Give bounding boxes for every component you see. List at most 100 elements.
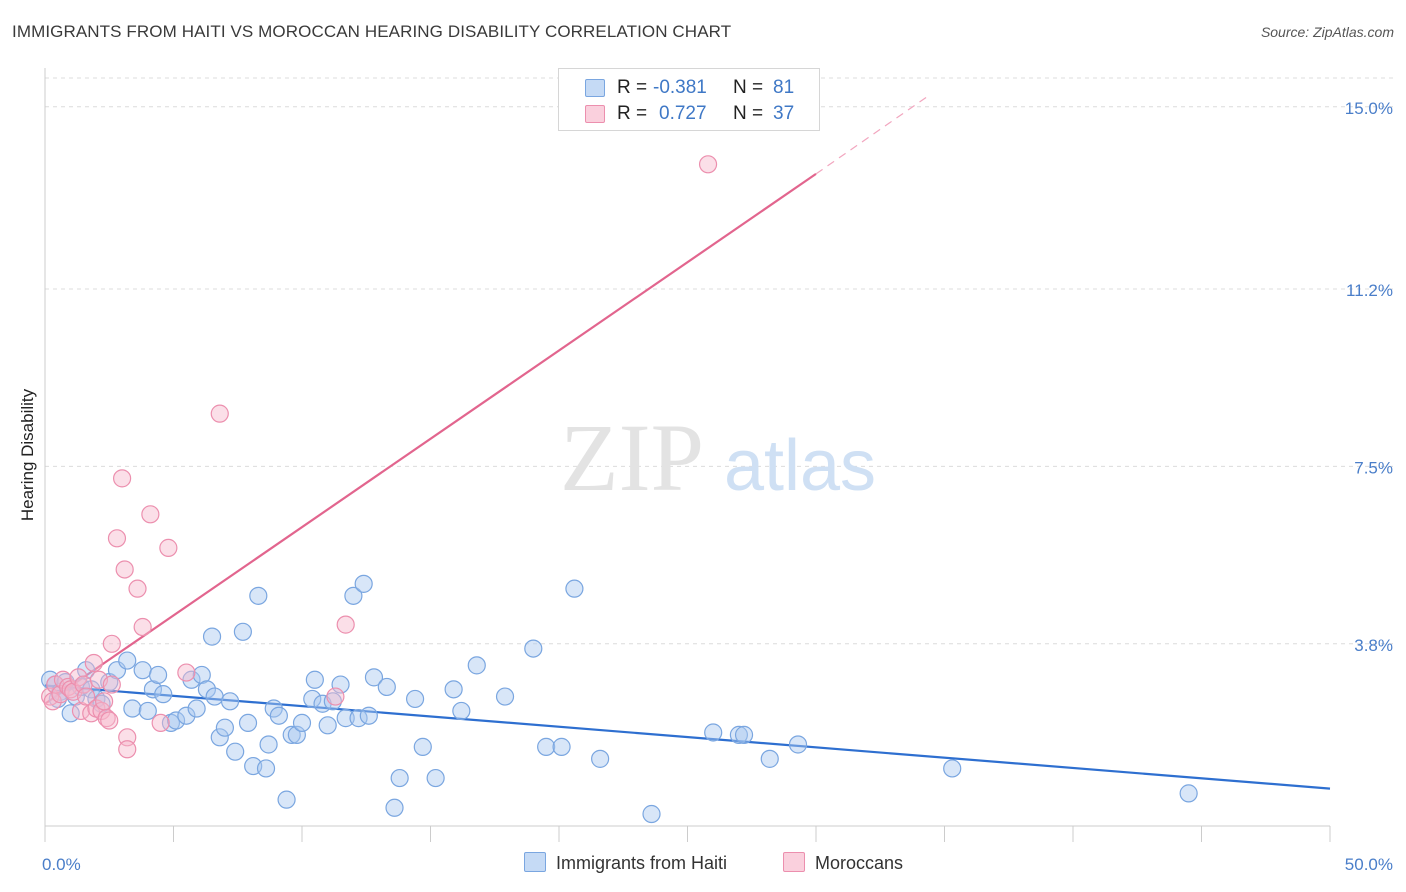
- point-immigrants-from-haiti: [123, 699, 142, 718]
- point-immigrants-from-haiti: [591, 749, 610, 768]
- point-immigrants-from-haiti: [187, 699, 206, 718]
- bottom-legend: Immigrants from Haiti Moroccans: [0, 852, 1406, 878]
- trend-layer: [44, 96, 1331, 790]
- watermark-zip: ZIP: [560, 404, 704, 511]
- legend-n-label: N =: [733, 103, 764, 124]
- point-immigrants-from-haiti: [318, 716, 337, 735]
- y-tick-label: 3.8%: [1354, 636, 1393, 655]
- point-moroccans: [115, 560, 134, 579]
- axes-layer: [44, 68, 1331, 842]
- point-immigrants-from-haiti: [238, 713, 258, 733]
- point-immigrants-from-haiti: [444, 680, 463, 699]
- point-immigrants-from-haiti: [336, 709, 355, 728]
- point-immigrants-from-haiti: [197, 680, 217, 699]
- trendline-extension-moroccans: [815, 96, 927, 175]
- point-immigrants-from-haiti: [220, 692, 240, 711]
- point-moroccans: [107, 529, 127, 548]
- point-immigrants-from-haiti: [331, 675, 350, 694]
- legend-swatch-haiti: [585, 79, 605, 97]
- grid-layer: [45, 77, 1395, 645]
- point-immigrants-from-haiti: [734, 725, 754, 744]
- point-immigrants-from-haiti: [77, 661, 96, 680]
- point-immigrants-from-haiti: [148, 665, 168, 685]
- point-immigrants-from-haiti: [303, 689, 322, 709]
- point-immigrants-from-haiti: [704, 723, 723, 742]
- labels-layer: 3.8% 7.5% 11.2% 15.0% 0.0% 50.0% Hearing Disab…: [18, 99, 1393, 874]
- point-immigrants-from-haiti: [292, 713, 312, 733]
- point-moroccans: [97, 709, 116, 728]
- point-immigrants-from-haiti: [166, 711, 186, 730]
- point-moroccans: [159, 538, 178, 557]
- bottom-legend-label-moroccans: Moroccans: [815, 853, 904, 873]
- point-immigrants-from-haiti: [287, 725, 306, 744]
- point-immigrants-from-haiti: [143, 680, 163, 699]
- chart-title: IMMIGRANTS FROM HAITI VS MOROCCAN HEARIN…: [12, 22, 732, 41]
- point-immigrants-from-haiti: [729, 725, 749, 744]
- y-tick-label: 15.0%: [1345, 99, 1393, 118]
- point-moroccans: [84, 653, 103, 673]
- legend-r-label: R =: [617, 103, 648, 124]
- point-moroccans: [326, 687, 345, 706]
- point-moroccans: [151, 713, 170, 733]
- point-immigrants-from-haiti: [552, 737, 571, 756]
- point-immigrants-from-haiti: [249, 586, 268, 605]
- source-label: Source: ZipAtlas.com: [1260, 24, 1394, 40]
- bottom-legend-swatch-moroccans: [783, 852, 805, 872]
- legend-swatch-moroccans: [585, 105, 605, 123]
- point-immigrants-from-haiti: [177, 706, 196, 725]
- point-moroccans: [112, 469, 132, 488]
- x-tick-label: 0.0%: [42, 855, 81, 874]
- legend-n-value: 81: [773, 77, 795, 98]
- point-immigrants-from-haiti: [154, 685, 173, 704]
- point-immigrants-from-haiti: [405, 689, 425, 709]
- point-immigrants-from-haiti: [565, 579, 584, 598]
- point-immigrants-from-haiti: [524, 639, 543, 658]
- point-immigrants-from-haiti: [452, 701, 471, 721]
- bottom-legend-haiti: Immigrants from Haiti: [524, 852, 727, 874]
- point-moroccans: [102, 675, 121, 694]
- point-immigrants-from-haiti: [133, 661, 152, 680]
- bottom-legend-moroccans: Moroccans: [783, 852, 903, 874]
- point-immigrants-from-haiti: [323, 692, 342, 711]
- y-tick-label: 11.2%: [1346, 281, 1393, 300]
- point-immigrants-from-haiti: [495, 687, 515, 706]
- point-moroccans: [336, 615, 355, 634]
- watermark-atlas: atlas: [724, 426, 876, 506]
- point-immigrants-from-haiti: [118, 651, 137, 670]
- point-immigrants-from-haiti: [385, 798, 404, 817]
- legend-r-value: 0.727: [659, 103, 707, 124]
- watermark: ZIP atlas: [560, 404, 876, 511]
- bottom-legend-swatch-haiti: [524, 852, 546, 872]
- point-immigrants-from-haiti: [1179, 784, 1198, 803]
- point-immigrants-from-haiti: [215, 718, 234, 737]
- point-moroccans: [210, 404, 229, 423]
- point-immigrants-from-haiti: [537, 737, 556, 756]
- point-moroccans: [95, 692, 114, 711]
- point-immigrants-from-haiti: [359, 706, 378, 725]
- point-immigrants-from-haiti: [390, 768, 409, 788]
- point-moroccans: [100, 711, 119, 730]
- point-immigrants-from-haiti: [256, 759, 276, 778]
- legend-n-value: 37: [773, 103, 795, 124]
- point-immigrants-from-haiti: [210, 728, 229, 747]
- legend: R = -0.381 N = 81 R = 0.727 N = 37: [558, 68, 820, 131]
- point-immigrants-from-haiti: [354, 574, 373, 593]
- point-immigrants-from-haiti: [305, 670, 324, 689]
- legend-n-label: N =: [733, 77, 764, 98]
- point-immigrants-from-haiti: [788, 735, 808, 754]
- point-immigrants-from-haiti: [282, 725, 301, 744]
- y-tick-label: 7.5%: [1354, 458, 1393, 477]
- point-immigrants-from-haiti: [138, 701, 157, 721]
- point-immigrants-from-haiti: [467, 656, 486, 675]
- point-moroccans: [118, 740, 137, 759]
- point-moroccans: [177, 663, 196, 682]
- trendline-moroccans: [44, 172, 817, 705]
- point-immigrants-from-haiti: [344, 586, 363, 605]
- legend-r-label: R =: [617, 77, 648, 98]
- trendline-immigrants-from-haiti: [44, 684, 1331, 790]
- point-immigrants-from-haiti: [202, 627, 222, 646]
- point-moroccans: [141, 505, 160, 524]
- point-immigrants-from-haiti: [277, 790, 296, 809]
- point-immigrants-from-haiti: [259, 735, 278, 754]
